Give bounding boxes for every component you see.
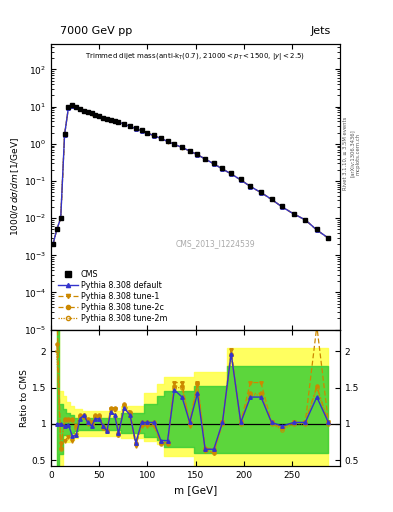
Text: 7000 GeV pp: 7000 GeV pp bbox=[60, 26, 132, 36]
Y-axis label: Ratio to CMS: Ratio to CMS bbox=[20, 369, 29, 426]
Text: Jets: Jets bbox=[311, 26, 331, 36]
Text: mcplots.cern.ch: mcplots.cern.ch bbox=[356, 133, 361, 175]
Legend: CMS, Pythia 8.308 default, Pythia 8.308 tune-1, Pythia 8.308 tune-2c, Pythia 8.3: CMS, Pythia 8.308 default, Pythia 8.308 … bbox=[55, 268, 170, 326]
Text: CMS_2013_I1224539: CMS_2013_I1224539 bbox=[176, 239, 255, 248]
Y-axis label: $1000/\sigma\,d\sigma/dm\,[1/\mathrm{GeV}]$: $1000/\sigma\,d\sigma/dm\,[1/\mathrm{GeV… bbox=[9, 137, 21, 236]
Text: Rivet 3.1.10, ≥ 3.5M events: Rivet 3.1.10, ≥ 3.5M events bbox=[343, 117, 348, 190]
Text: Trimmed dijet mass$\,({\rm anti\text{-}k_T}(0.7),\,21000{<}p_T{<}1500,\,|y|{<}2.: Trimmed dijet mass$\,({\rm anti\text{-}k… bbox=[85, 51, 306, 61]
X-axis label: m [GeV]: m [GeV] bbox=[174, 485, 217, 495]
Text: [arXiv:1306.3436]: [arXiv:1306.3436] bbox=[350, 130, 354, 178]
